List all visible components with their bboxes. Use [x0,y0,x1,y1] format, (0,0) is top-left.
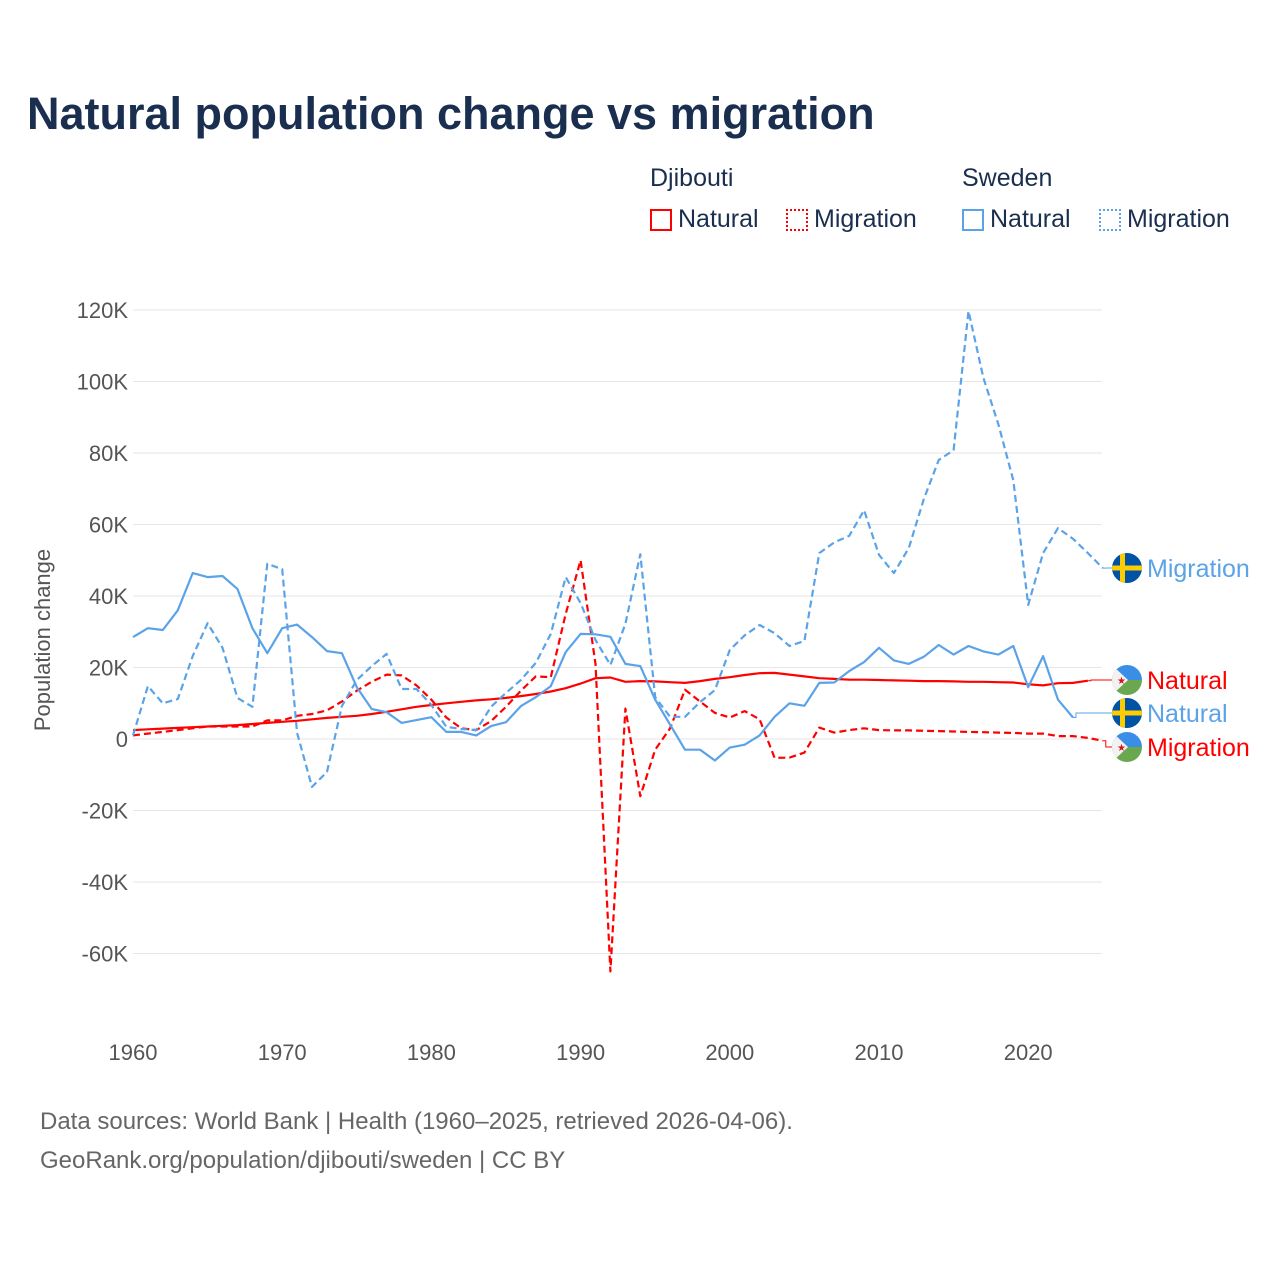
y-axis-label: Population change [30,549,55,731]
flag-triangle [1112,732,1128,762]
legend-group-sweden: Sweden [962,164,1053,192]
y-tick-label: -40K [82,870,129,895]
y-tick-label: 120K [77,298,129,323]
series-line-djibouti-migration [132,559,1104,973]
y-tick-label: 20K [89,656,128,681]
legend-djibouti-migration[interactable]: Migration [786,205,917,234]
x-tick-label: 1980 [407,1040,456,1065]
legend-swatch-dotted-blue [1099,208,1121,231]
legend-label: Natural [678,205,759,233]
x-tick-label: 1990 [556,1040,605,1065]
flag-body [1112,553,1142,583]
end-label: Migration [1147,734,1250,762]
flag-body: ★ [1112,665,1142,695]
series-line-sweden-migration [131,310,1104,789]
legend-swatch-solid-red [650,208,672,231]
flag-cross-h [1112,710,1142,716]
legend-label: Migration [1127,205,1230,233]
end-label: Migration [1147,555,1250,583]
legend-sweden-natural[interactable]: Natural [962,205,1071,234]
sweden-flag-icon [1112,553,1142,583]
flag-star: ★ [1117,676,1126,687]
end-label: Natural [1147,667,1228,695]
legend-label: Migration [814,205,917,233]
flag-star: ★ [1117,743,1126,754]
legend-label: Natural [990,205,1071,233]
y-tick-label: 40K [89,584,128,609]
x-tick-label: 1970 [258,1040,307,1065]
series-line-djibouti-natural [132,671,1089,732]
y-tick-label: -60K [82,942,129,967]
legend-group-djibouti: Djibouti [650,164,734,192]
x-tick-label: 2000 [705,1040,754,1065]
legend-swatch-solid-blue [962,208,984,231]
y-tick-label: -20K [82,799,129,824]
footer-sources: Data sources: World Bank | Health (1960–… [40,1108,793,1135]
x-tick-label: 1960 [109,1040,158,1065]
djibouti-flag-icon: ★ [1112,665,1142,695]
sweden-flag-icon [1112,698,1142,728]
x-tick-label: 2020 [1004,1040,1053,1065]
y-tick-label: 0 [116,727,128,752]
flag-triangle [1112,665,1128,695]
y-tick-label: 60K [89,513,128,538]
footer-link[interactable]: GeoRank.org/population/djibouti/sweden |… [40,1147,566,1174]
x-tick-label: 2010 [855,1040,904,1065]
end-label: Natural [1147,700,1228,728]
legend-swatch-dotted-red [786,208,808,231]
y-tick-label: 100K [77,370,129,395]
end-label-connector [1087,679,1112,682]
end-label-connector [1072,712,1112,719]
end-label-connector [1102,740,1112,748]
legend-sweden-migration[interactable]: Migration [1099,205,1230,234]
legend-djibouti-natural[interactable]: Natural [650,205,759,234]
flag-body: ★ [1112,732,1142,762]
y-tick-label: 80K [89,441,128,466]
series-line-sweden-natural [132,571,1074,762]
chart-title: Natural population change vs migration [27,88,875,139]
flag-body [1112,698,1142,728]
flag-cross-h [1112,565,1142,571]
djibouti-flag-icon: ★ [1112,732,1142,762]
